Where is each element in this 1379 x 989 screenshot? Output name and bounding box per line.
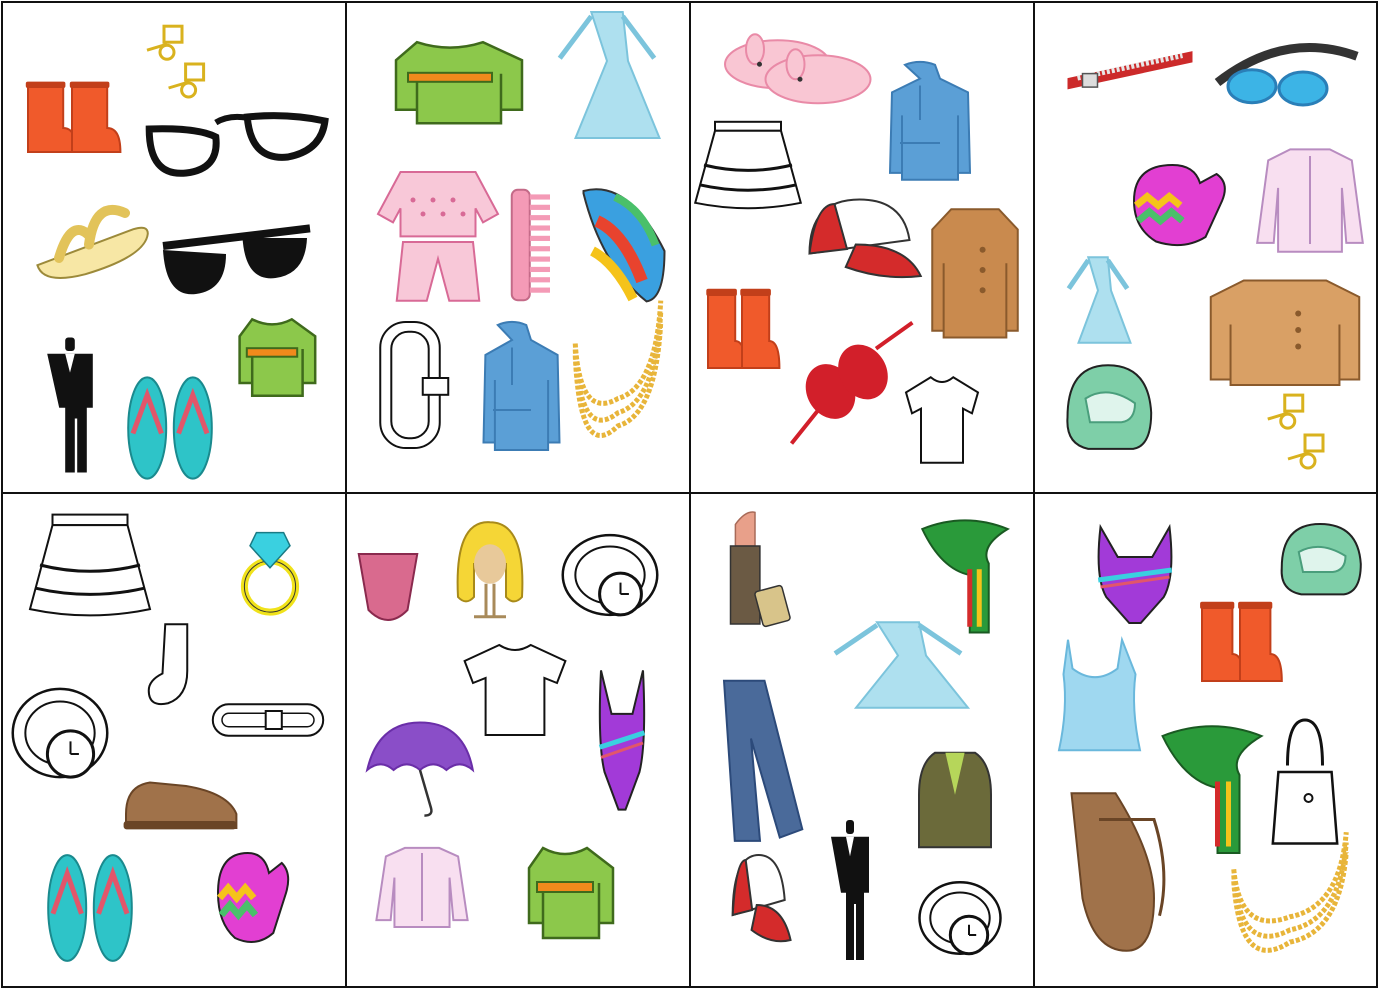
card-4-earrings-picture	[1267, 393, 1325, 470]
card-4-dress-picture	[1066, 256, 1132, 344]
card-2-pajamas-picture	[376, 171, 500, 302]
card-7-jeans-picture	[722, 679, 804, 842]
card-1-sunglasses-picture	[162, 224, 311, 295]
card-6-sweater-picture	[527, 846, 615, 940]
card-8-tank-top-picture	[1057, 635, 1142, 752]
card-5-watch-picture	[11, 687, 109, 779]
card-2-hoodie-picture	[482, 320, 561, 451]
card-6-wig-picture	[456, 521, 524, 619]
card-5-sock-picture	[147, 623, 189, 706]
card-8-necklace-picture	[1231, 831, 1349, 953]
card-1-earrings-picture	[146, 24, 206, 99]
card-8-scarf-picture	[1161, 725, 1264, 854]
card-6-swimsuit-picture	[598, 670, 646, 811]
card-6-umbrella-picture	[365, 721, 475, 817]
card-7-lipstick-picture	[729, 511, 791, 628]
card-2-sneakers-picture	[582, 188, 666, 303]
card-8-shoes-picture	[1070, 792, 1166, 952]
card-1-sandal-picture	[36, 204, 149, 279]
card-4-mitten-picture	[1132, 163, 1226, 247]
card-3-coat-picture	[931, 208, 1019, 339]
card-5-shoe-picture	[123, 781, 238, 830]
card-8-boots-picture	[1200, 601, 1283, 682]
card-5-skirt-picture	[28, 513, 152, 617]
card-7-suit-picture	[831, 820, 869, 960]
card-2-comb-picture	[510, 188, 550, 302]
card-7-vest-picture	[918, 751, 992, 849]
card-3-skirt-picture	[693, 120, 803, 210]
card-7-dress-picture	[833, 621, 971, 709]
card-4-goggles-picture	[1214, 43, 1359, 107]
card-4-blouse-picture	[1256, 148, 1364, 253]
card-4-zipper-picture	[1067, 51, 1193, 90]
card-1-suit-picture	[47, 337, 93, 473]
card-7-cap-picture	[731, 853, 792, 943]
card-8-handbag-picture	[1271, 718, 1339, 845]
card-3-hoodie-picture	[888, 60, 972, 181]
card-1-boots-picture	[25, 81, 122, 153]
card-5-mitten-picture	[216, 851, 290, 943]
card-3-slippers-picture	[724, 33, 872, 105]
card-3-cap-picture	[808, 198, 923, 279]
card-6-watch-picture	[561, 533, 659, 617]
card-8-helmet-picture	[1280, 522, 1362, 596]
card-7-watch-picture	[918, 881, 1002, 956]
card-3-boots-picture	[706, 288, 781, 369]
card-2-belt-picture	[379, 321, 450, 449]
card-6-underwear-picture	[357, 553, 419, 621]
card-3-t-shirt-picture	[904, 376, 980, 464]
card-5-flip-flops-picture	[47, 854, 133, 962]
card-1-sweater-picture	[238, 317, 317, 398]
card-1-flip-flops-picture	[127, 376, 213, 480]
card-5-belt-picture	[211, 703, 325, 737]
card-2-dress-picture	[557, 11, 661, 139]
card-5-ring-picture	[240, 531, 300, 616]
card-8-swimsuit-picture	[1097, 523, 1173, 624]
card-3-bra-picture	[789, 320, 914, 445]
card-6-t-shirt-picture	[463, 643, 567, 736]
card-4-coat-picture	[1209, 279, 1361, 386]
card-7-scarf-picture	[920, 519, 1010, 634]
card-6-blouse-picture	[375, 846, 469, 928]
card-2-sweater-picture	[394, 40, 524, 125]
card-4-helmet-picture	[1066, 364, 1153, 450]
card-2-necklace-picture	[572, 300, 664, 438]
card-1-glasses-picture	[145, 112, 329, 177]
